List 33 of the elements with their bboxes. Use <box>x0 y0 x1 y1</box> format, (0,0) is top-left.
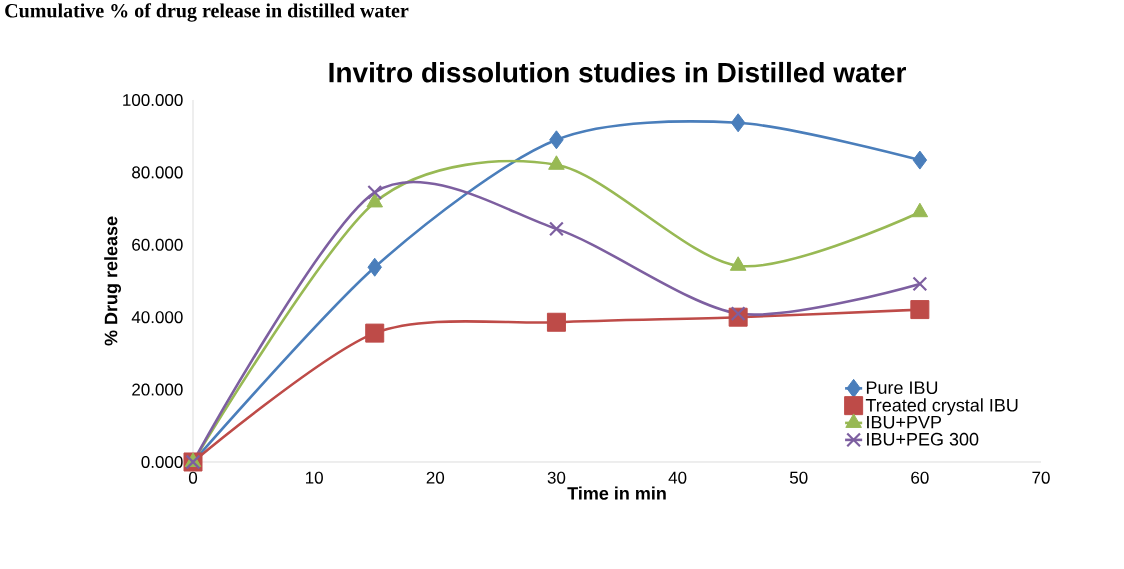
point <box>548 221 564 237</box>
chart-title: Invitro dissolution studies in Distilled water <box>329 61 906 83</box>
y-tick-label: 80.000 <box>132 166 183 179</box>
x-axis-title: Time in min <box>567 486 666 500</box>
point <box>546 312 566 332</box>
point <box>912 276 928 292</box>
x-tick-label: 70 <box>1032 471 1050 484</box>
point <box>730 306 746 322</box>
legend-label: IBU+PVP <box>867 415 942 429</box>
x-tick-label: 0 <box>188 471 198 484</box>
point <box>367 257 382 277</box>
y-tick-label: 100.000 <box>123 93 183 107</box>
x-tick-label: 30 <box>547 471 566 484</box>
legend-label: IBU+PEG 300 <box>867 432 979 446</box>
point <box>549 130 564 150</box>
point <box>365 323 385 343</box>
x-tick-label: 20 <box>426 471 445 484</box>
x-tick-label: 40 <box>668 471 687 484</box>
legend-label: Treated crystal IBU <box>865 398 1018 416</box>
x-tick-label: 50 <box>789 471 808 484</box>
text: Cumulative % of drug release in distilled water <box>5 3 409 22</box>
y-axis-title: % Drug release <box>104 216 122 346</box>
legend-label: Pure IBU <box>866 381 938 394</box>
point <box>912 150 928 170</box>
point <box>910 300 930 320</box>
y-tick-label: 20.000 <box>132 383 183 396</box>
point <box>367 184 383 200</box>
x-tick-label: 10 <box>306 471 323 484</box>
x-tick-label: 60 <box>911 471 929 484</box>
y-tick-label: 40.000 <box>131 311 183 324</box>
point <box>730 113 746 133</box>
y-tick-label: 60.000 <box>132 238 183 251</box>
y-tick-label: 0.000 <box>141 455 183 469</box>
